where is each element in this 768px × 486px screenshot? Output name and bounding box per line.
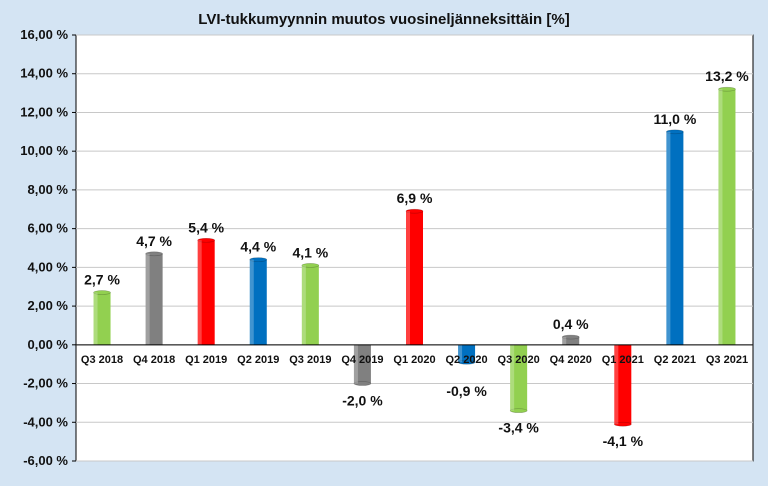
bar-cap	[301, 263, 320, 268]
y-tick-label: 14,00 %	[20, 66, 68, 81]
y-axis-ticks: -6,00 % -4,00 % -2,00 % 0,00 % 2,00 % 4,00 % 6…	[20, 27, 76, 468]
data-label: 4,1 %	[292, 244, 328, 260]
data-label: 6,9 %	[397, 190, 433, 206]
bar-cap	[405, 208, 424, 214]
bar-body	[301, 265, 319, 345]
y-tick-label: 16,00 %	[20, 27, 68, 42]
bar	[614, 344, 632, 427]
y-tick-label: 4,00 %	[28, 259, 69, 274]
bar	[93, 290, 111, 345]
grid-lines	[76, 34, 753, 462]
bar-cap	[718, 86, 736, 92]
y-tick-label: -6,00 %	[23, 453, 68, 468]
data-label: -0,9 %	[446, 383, 487, 399]
bar-highlight	[249, 259, 254, 345]
x-tick-label: Q3 2018	[81, 354, 123, 366]
bar	[561, 334, 580, 345]
bar-cap	[249, 257, 268, 262]
data-label: 13,2 %	[705, 68, 749, 84]
bar-cap	[353, 381, 372, 386]
y-tick-label: 0,00 %	[28, 337, 69, 352]
bar-cap	[93, 290, 111, 295]
bar-highlight	[93, 292, 98, 345]
x-tick-label: Q1 2021	[602, 354, 644, 366]
bar-cap	[666, 129, 684, 135]
bar-body	[353, 344, 371, 384]
bar	[353, 344, 372, 386]
x-tick-label: Q1 2020	[393, 354, 435, 366]
bar	[301, 263, 320, 345]
bar-cap	[145, 251, 163, 257]
bar-body	[718, 89, 736, 345]
bar-highlight	[145, 253, 150, 345]
data-label: 4,7 %	[136, 233, 172, 249]
bar-body	[614, 344, 632, 425]
x-axis-ticks: Q3 2018 Q4 2018 Q1 2019 Q2 2019 Q3 2019 Q4 20…	[81, 354, 748, 366]
bar	[145, 251, 163, 345]
bar-body	[145, 253, 163, 345]
y-tick-label: 2,00 %	[28, 298, 69, 313]
data-label: 2,7 %	[84, 272, 120, 288]
data-label: 5,4 %	[188, 219, 224, 235]
chart-title: LVI-tukkumyynnin muutos vuosineljänneksi…	[198, 11, 569, 28]
bar-cap	[614, 421, 632, 427]
y-tick-label: 10,00 %	[20, 143, 68, 158]
x-tick-label: Q3 2021	[706, 354, 748, 366]
bar-highlight	[562, 337, 567, 345]
bar	[509, 344, 528, 413]
x-tick-label: Q2 2021	[654, 354, 696, 366]
bar-cap	[457, 359, 476, 365]
y-tick-label: 12,00 %	[20, 104, 68, 119]
data-label: 0,4 %	[553, 316, 589, 332]
data-label: -4,1 %	[603, 433, 644, 449]
bar	[666, 129, 684, 345]
bar-highlight	[197, 240, 202, 345]
data-label: -3,4 %	[498, 420, 539, 436]
bar-body	[406, 211, 423, 345]
bar-body	[93, 292, 111, 345]
x-tick-label: Q4 2019	[341, 354, 383, 366]
bar	[197, 237, 215, 345]
bars	[93, 86, 736, 427]
data-label: 11,0 %	[653, 111, 696, 127]
data-labels: 2,7 % 4,7 % 5,4 % 4,4 % 4,1 % -2,0 % 6,9 % -0,9…	[84, 68, 749, 449]
bar-body	[666, 131, 684, 345]
bar-body	[562, 337, 580, 345]
bar	[718, 86, 736, 345]
data-label: 4,4 %	[240, 239, 276, 255]
bar-body	[197, 240, 215, 345]
bar-highlight	[510, 344, 515, 411]
bar-highlight	[406, 211, 410, 345]
bar	[249, 257, 268, 345]
bar-highlight	[353, 344, 358, 384]
data-label: -2,0 %	[342, 393, 383, 409]
bar-body	[510, 344, 528, 411]
bar-highlight	[718, 89, 723, 345]
bar	[457, 344, 476, 365]
bar-cap	[561, 334, 580, 340]
x-tick-label: Q3 2019	[289, 354, 331, 366]
bar-highlight	[301, 265, 306, 345]
bar-body	[458, 344, 476, 363]
bar-cap	[509, 408, 528, 413]
bar	[405, 208, 424, 345]
bar-highlight	[458, 344, 463, 363]
x-tick-label: Q3 2020	[498, 354, 540, 366]
y-tick-label: -2,00 %	[23, 376, 68, 391]
y-tick-label: -4,00 %	[23, 414, 68, 429]
bar-body	[249, 259, 267, 345]
x-tick-label: Q2 2020	[445, 354, 487, 366]
bar-highlight	[666, 131, 671, 345]
x-tick-label: Q4 2018	[133, 354, 175, 366]
x-tick-label: Q1 2019	[185, 354, 227, 366]
x-tick-label: Q4 2020	[550, 354, 592, 366]
y-tick-label: 8,00 %	[28, 182, 69, 197]
y-tick-label: 6,00 %	[28, 221, 69, 236]
bar-cap	[197, 237, 215, 243]
x-tick-label: Q2 2019	[237, 354, 279, 366]
bar-highlight	[614, 344, 619, 425]
